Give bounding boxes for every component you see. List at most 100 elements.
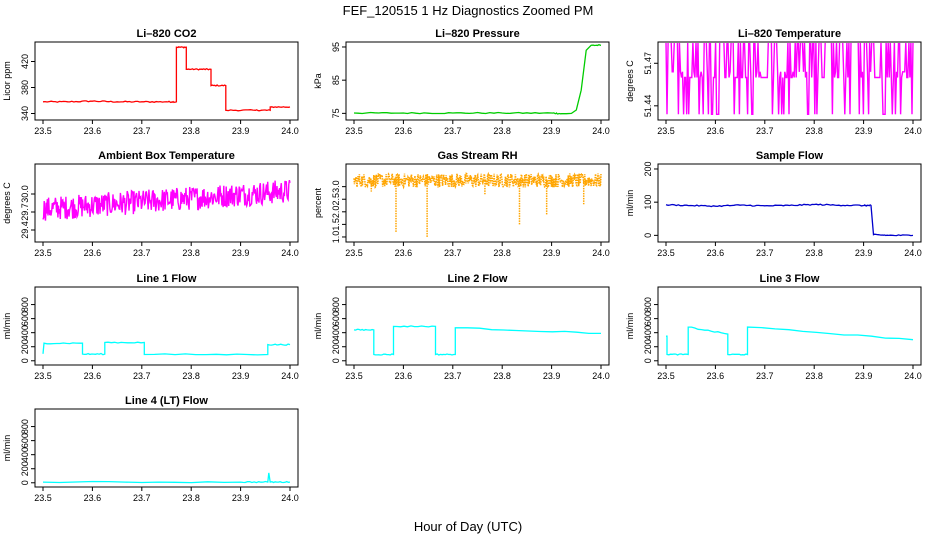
x-tick-label: 23.5 bbox=[34, 126, 52, 136]
y-tick-label: 0 bbox=[331, 358, 341, 363]
plot-frame bbox=[657, 286, 922, 366]
panel-title: Gas Stream RH bbox=[437, 150, 517, 162]
x-tick-label: 23.9 bbox=[855, 371, 873, 381]
y-tick-label: 0 bbox=[20, 358, 30, 363]
x-tick-label: 23.8 bbox=[493, 126, 511, 136]
y-tick-label: 800 bbox=[331, 297, 341, 312]
y-tick-label: 600 bbox=[331, 311, 341, 326]
figure-title: FEF_120515 1 Hz Diagnostics Zoomed PM bbox=[343, 3, 594, 18]
x-tick-label: 23.8 bbox=[805, 248, 823, 258]
x-tick-label: 23.8 bbox=[493, 371, 511, 381]
x-tick-label: 23.5 bbox=[657, 248, 675, 258]
y-tick-label: 380 bbox=[20, 80, 30, 95]
y-axis-label: ml/min bbox=[625, 313, 635, 340]
x-tick-label: 23.7 bbox=[133, 371, 151, 381]
x-tick-label: 24.0 bbox=[904, 248, 922, 258]
x-tick-label: 23.7 bbox=[756, 126, 774, 136]
y-tick-label: 600 bbox=[20, 311, 30, 326]
y-axis-label: ml/min bbox=[625, 190, 635, 217]
x-tick-label: 23.5 bbox=[345, 248, 363, 258]
y-axis-label: percent bbox=[313, 187, 323, 218]
x-tick-label: 23.6 bbox=[707, 126, 725, 136]
panel-5: Gas Stream RH 23.5 23.6 23.7 23.8 23.9 24.0 1.0… bbox=[313, 150, 610, 258]
panel-title: Line 1 Flow bbox=[137, 273, 197, 285]
plot-frame bbox=[34, 286, 299, 366]
x-tick-label: 23.9 bbox=[232, 126, 250, 136]
x-tick-label: 24.0 bbox=[592, 248, 610, 258]
y-tick-label: 2.5 bbox=[331, 193, 341, 206]
plot-frame bbox=[657, 163, 922, 243]
y-tick-label: 600 bbox=[643, 311, 653, 326]
series-line bbox=[666, 326, 914, 356]
panel-title: Li–820 CO2 bbox=[137, 28, 197, 40]
series-line bbox=[353, 44, 602, 115]
data-layer bbox=[665, 203, 914, 237]
figure-x-axis-label: Hour of Day (UTC) bbox=[414, 519, 522, 534]
y-tick-label: 29.4 bbox=[20, 221, 30, 239]
x-tick-label: 23.6 bbox=[84, 248, 102, 258]
x-tick-label: 23.7 bbox=[756, 248, 774, 258]
data-layer bbox=[353, 325, 601, 356]
x-tick-label: 23.5 bbox=[657, 126, 675, 136]
x-tick-label: 23.9 bbox=[855, 248, 873, 258]
x-tick-label: 23.7 bbox=[444, 248, 462, 258]
x-tick-label: 23.6 bbox=[84, 493, 102, 503]
y-tick-label: 400 bbox=[331, 325, 341, 340]
x-tick-label: 23.6 bbox=[84, 126, 102, 136]
plot-frame bbox=[345, 163, 610, 243]
panel-2: Li–820 Pressure 23.5 23.6 23.7 23.8 23.9 24.0 7… bbox=[313, 28, 610, 136]
panel-7: Line 1 Flow 23.5 23.6 23.7 23.8 23.9 24.0 0 2004… bbox=[2, 273, 299, 381]
x-tick-label: 24.0 bbox=[592, 371, 610, 381]
plot-frame bbox=[345, 286, 610, 366]
x-tick-label: 23.9 bbox=[232, 493, 250, 503]
x-tick-label: 23.6 bbox=[707, 248, 725, 258]
x-tick-label: 23.6 bbox=[395, 126, 413, 136]
x-tick-label: 23.9 bbox=[543, 248, 561, 258]
panel-title: Li–820 Temperature bbox=[738, 28, 841, 40]
y-tick-label: 800 bbox=[20, 297, 30, 312]
x-tick-label: 23.7 bbox=[756, 371, 774, 381]
y-tick-label: 0 bbox=[20, 480, 30, 485]
y-axis-label: ml/min bbox=[2, 313, 12, 340]
series-line bbox=[665, 203, 914, 237]
y-tick-label: 800 bbox=[643, 297, 653, 312]
panel-title: Ambient Box Temperature bbox=[98, 150, 235, 162]
x-tick-label: 23.8 bbox=[805, 371, 823, 381]
x-tick-label: 23.8 bbox=[182, 126, 200, 136]
plot-frame bbox=[345, 41, 610, 121]
series-line bbox=[353, 325, 601, 356]
x-tick-label: 23.7 bbox=[133, 493, 151, 503]
panels-group: Li–820 CO2 23.5 23.6 23.7 23.8 23.9 24.0 340 380… bbox=[2, 28, 922, 503]
x-tick-label: 24.0 bbox=[904, 371, 922, 381]
y-axis-label: kPa bbox=[313, 73, 323, 89]
plot-frame bbox=[657, 41, 922, 121]
data-layer bbox=[42, 341, 291, 356]
x-tick-label: 24.0 bbox=[904, 126, 922, 136]
y-tick-label: 100 bbox=[643, 195, 653, 210]
x-tick-label: 23.8 bbox=[493, 248, 511, 258]
y-tick-label: 30.0 bbox=[20, 185, 30, 203]
series-line bbox=[42, 472, 291, 484]
y-tick-label: 3.0 bbox=[331, 180, 341, 193]
panel-4: Ambient Box Temperature 23.5 23.6 23.7 23.8 2… bbox=[2, 150, 299, 258]
plot-frame bbox=[34, 41, 299, 121]
y-tick-label: 340 bbox=[20, 106, 30, 121]
x-tick-label: 24.0 bbox=[281, 126, 299, 136]
y-tick-label: 800 bbox=[20, 419, 30, 434]
plot-frame bbox=[34, 163, 299, 243]
y-tick-label: 200 bbox=[643, 339, 653, 354]
y-tick-label: 29.7 bbox=[20, 203, 30, 221]
y-tick-label: 0 bbox=[643, 358, 653, 363]
panel-title: Line 4 (LT) Flow bbox=[125, 395, 208, 407]
series-line bbox=[42, 46, 291, 112]
x-tick-label: 23.5 bbox=[657, 371, 675, 381]
plot-frame bbox=[34, 408, 299, 488]
panel-9: Line 3 Flow 23.5 23.6 23.7 23.8 23.9 24.0 0 2004… bbox=[625, 273, 922, 381]
y-tick-label: 75 bbox=[331, 108, 341, 118]
panel-title: Sample Flow bbox=[756, 150, 824, 162]
series-line bbox=[42, 341, 291, 356]
x-tick-label: 23.7 bbox=[444, 371, 462, 381]
x-tick-label: 23.5 bbox=[34, 371, 52, 381]
panel-6: Sample Flow 23.5 23.6 23.7 23.8 23.9 24.0 0 100 2… bbox=[625, 150, 922, 258]
